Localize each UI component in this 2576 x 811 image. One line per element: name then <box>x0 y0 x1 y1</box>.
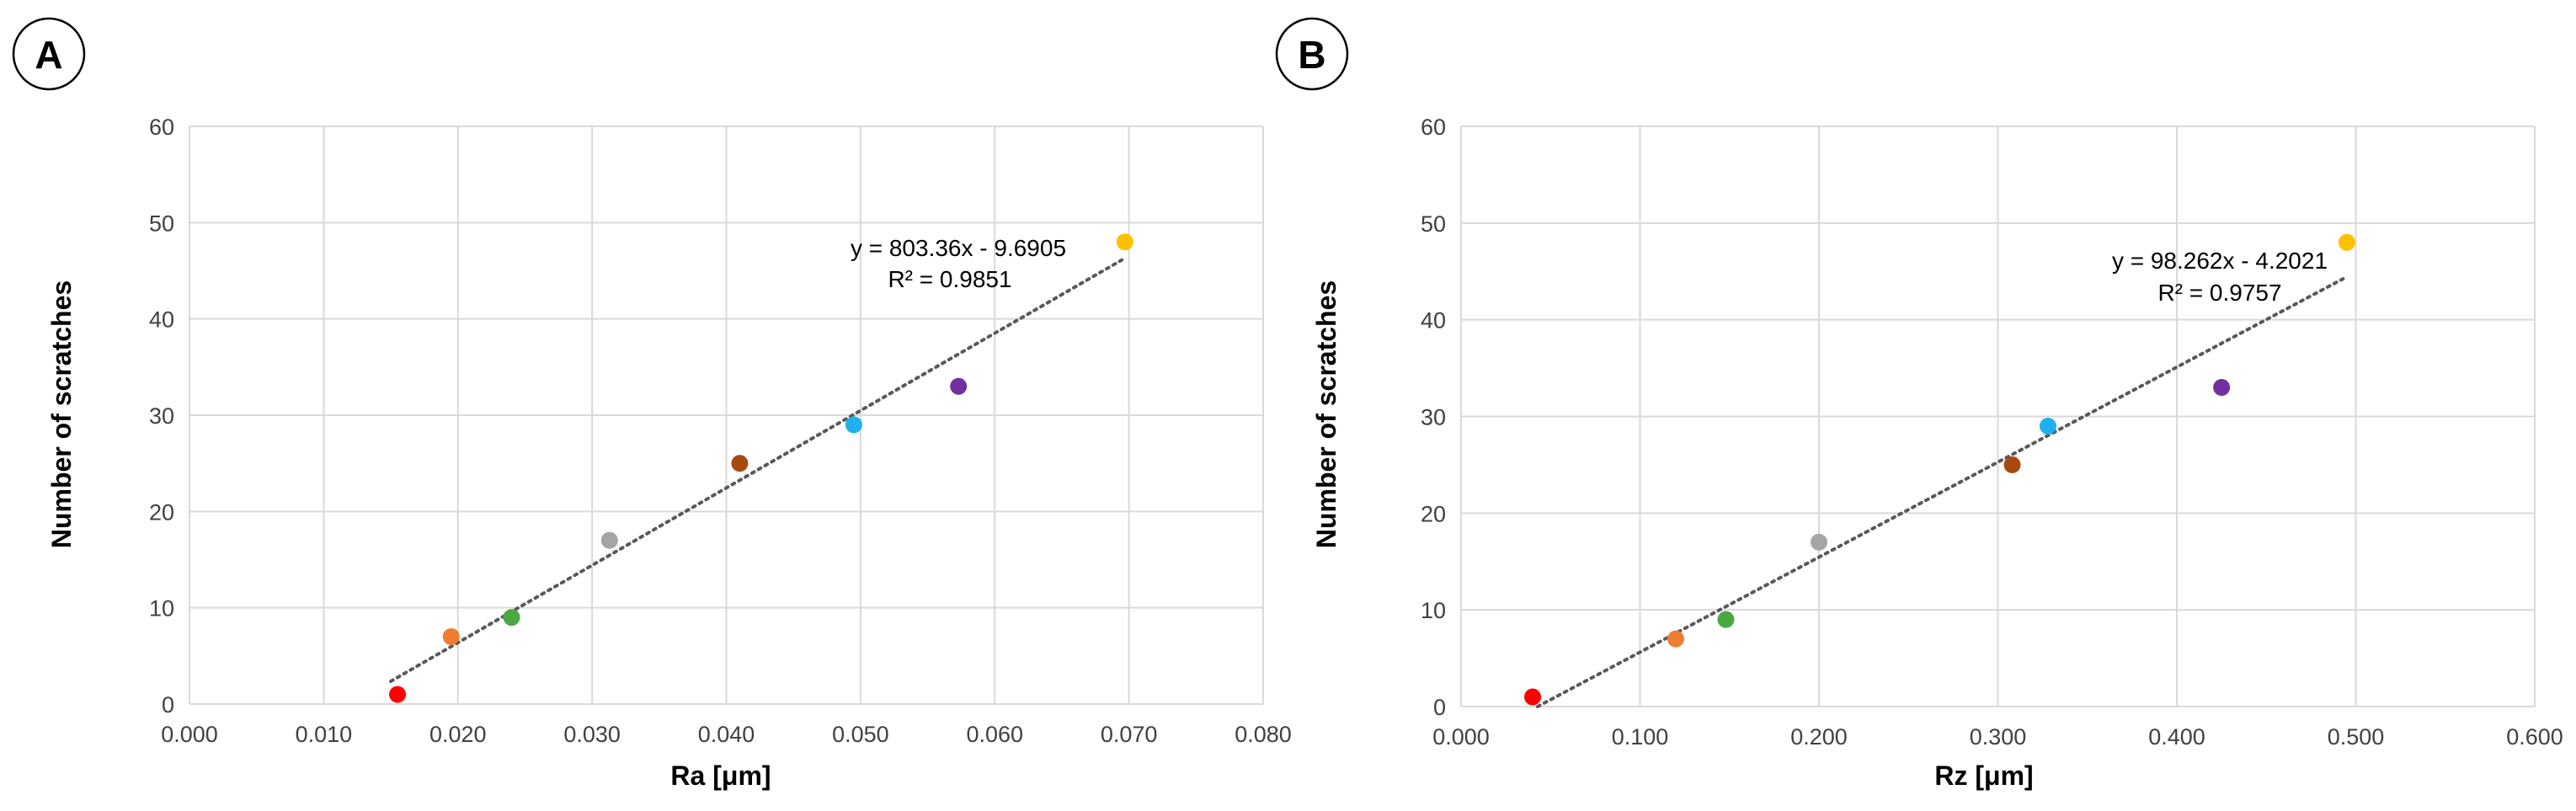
panel-label-a-circle <box>12 17 86 91</box>
chart-a-y-tick: 50 <box>149 211 174 236</box>
chart-b-gridlines <box>1460 125 2536 707</box>
chart-b-y-axis-title: Number of scratches <box>1311 280 1341 548</box>
chart-a-data-point <box>442 627 460 645</box>
chart-b-equation: y = 98.262x - 4.2021 <box>2112 248 2328 274</box>
chart-b-y-tick: 40 <box>1421 308 1446 333</box>
chart-b: B 0 10 20 30 40 50 60 0.000 0.100 0.200 0.300 0.400… <box>1275 17 2563 791</box>
chart-a-x-tick: 0.080 <box>1235 722 1292 747</box>
chart-a-data-point <box>950 377 968 395</box>
chart-a-x-tick: 0.070 <box>1101 722 1158 747</box>
chart-b-data-point <box>2040 417 2056 435</box>
chart-b-x-tick: 0.400 <box>2148 724 2205 750</box>
chart-a-x-tick: 0.020 <box>429 722 487 747</box>
chart-a-data-point <box>389 686 407 703</box>
chart-b-y-tick: 30 <box>1421 405 1446 430</box>
chart-a-x-axis-title: Ra [μm] <box>670 760 771 791</box>
chart-b-y-tick: 0 <box>1433 695 1446 720</box>
chart-b-trendline <box>1535 275 2349 708</box>
chart-b-tick-labels: 0 10 20 30 40 50 60 0.000 0.100 0.200 0.300 0.400 0.… <box>1421 115 2563 750</box>
chart-a-x-tick: 0.010 <box>296 722 353 747</box>
chart-a-data-point <box>503 609 520 627</box>
chart-b-x-tick: 0.500 <box>2328 724 2385 750</box>
chart-a-equation: y = 803.36x - 9.6905 <box>851 235 1066 261</box>
chart-a-trendline <box>389 256 1127 684</box>
chart-b-x-tick: 0.600 <box>2506 724 2563 750</box>
chart-a-y-axis-title: Number of scratches <box>46 280 77 548</box>
chart-a-data-point <box>845 416 862 434</box>
chart-b-x-tick: 0.000 <box>1432 724 1490 750</box>
chart-a: A 0 10 20 30 40 50 60 0.000 0.010 0.020 0.030 0.040… <box>12 17 1292 791</box>
chart-a-data-point <box>600 531 618 549</box>
chart-b-data-point <box>1811 533 1827 551</box>
chart-b-x-tick: 0.200 <box>1790 724 1848 750</box>
chart-b-y-tick: 10 <box>1421 598 1446 623</box>
chart-b-x-tick: 0.300 <box>1970 724 2027 750</box>
chart-a-data-point <box>1116 233 1133 251</box>
panel-label-b: B <box>1298 33 1325 77</box>
chart-b-y-tick: 20 <box>1421 501 1446 526</box>
chart-a-gridlines <box>189 125 1264 705</box>
chart-a-y-tick: 60 <box>149 115 174 140</box>
chart-b-data-point <box>2338 233 2355 251</box>
chart-a-tick-labels: 0 10 20 30 40 50 60 0.000 0.010 0.020 0.030 0.040 0.… <box>149 115 1292 747</box>
chart-a-x-tick: 0.030 <box>563 722 621 747</box>
chart-b-data-point <box>2213 379 2231 397</box>
chart-a-points <box>389 233 1133 703</box>
chart-a-x-tick: 0.050 <box>832 722 889 747</box>
chart-b-y-tick: 50 <box>1421 211 1446 237</box>
chart-a-x-tick: 0.000 <box>161 722 218 747</box>
chart-b-data-point <box>1717 611 1735 628</box>
chart-a-y-tick: 40 <box>149 307 174 333</box>
chart-b-data-point <box>1524 688 1541 706</box>
chart-a-y-tick: 0 <box>162 692 174 718</box>
chart-b-points <box>1524 233 2355 706</box>
chart-a-x-tick: 0.040 <box>698 722 755 747</box>
chart-b-x-axis-title: Rz [μm] <box>1934 760 2033 791</box>
chart-a-y-tick: 20 <box>149 499 174 525</box>
chart-a-y-tick: 10 <box>149 596 174 622</box>
chart-a-x-tick: 0.060 <box>966 722 1023 747</box>
panel-label-b-circle <box>1275 17 1349 91</box>
chart-b-data-point <box>2003 456 2021 473</box>
chart-a-data-point <box>731 455 749 472</box>
chart-b-y-tick: 60 <box>1421 115 1446 140</box>
chart-b-data-point <box>1667 630 1684 648</box>
chart-b-r-squared: R² = 0.9757 <box>2157 280 2281 306</box>
chart-b-x-tick: 0.100 <box>1612 724 1669 750</box>
chart-a-r-squared: R² = 0.9851 <box>888 266 1011 292</box>
chart-a-y-tick: 30 <box>149 403 174 429</box>
panel-label-a: A <box>35 33 62 77</box>
